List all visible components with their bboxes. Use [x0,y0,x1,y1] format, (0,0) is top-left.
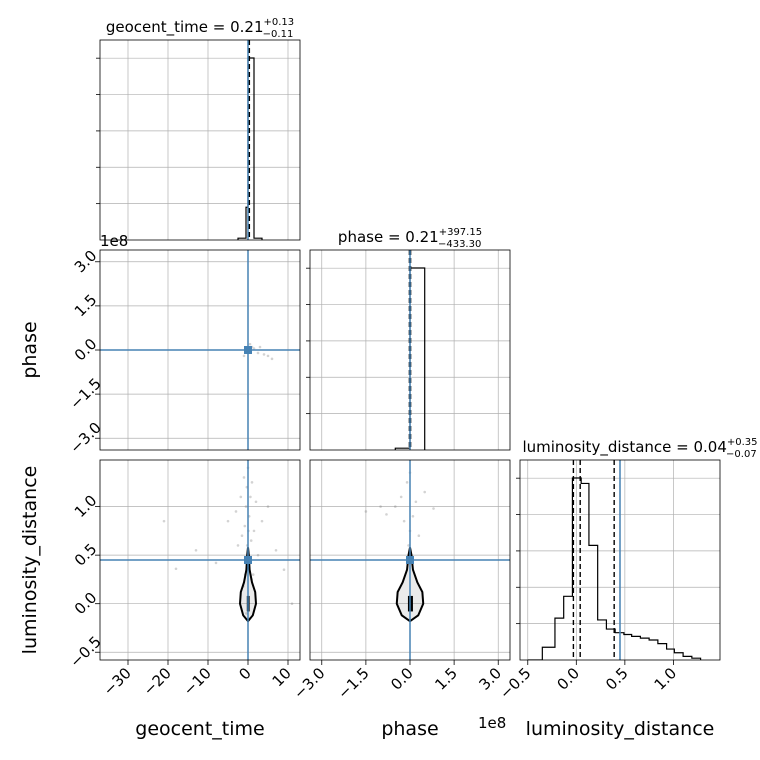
sample-point [423,490,427,494]
x-tick-label: −10 [180,664,215,699]
x-tick-label: 1.5 [431,664,461,694]
title-value: luminosity_distance = 0.04 [522,438,726,457]
x-axis-label-luminosity_distance: luminosity_distance [526,718,715,740]
y-tick-label: 3.0 [71,247,101,277]
sample-point [385,513,388,516]
panel-frame-geocent_time_vs_luminosity_distance [99,459,301,661]
sample-point [414,500,418,504]
sample-point [248,342,252,346]
data-layer [100,40,702,660]
sample-point [251,573,255,576]
x-tick-label: 0 [235,664,254,683]
sample-point [258,345,262,349]
truth-marker [244,556,252,564]
sample-point [252,529,256,533]
panel-title-phase: phase = 0.21+397.15 −433.30 [338,227,482,250]
sample-point [234,510,238,513]
sample-point [411,515,415,518]
sample-point [290,602,294,605]
histogram-luminosity_distance [527,477,702,660]
x-tick-label: 10 [269,664,295,690]
sample-point [432,507,435,510]
panel-frame-geocent_time [99,39,301,241]
sample-point [239,495,243,499]
y-tick-label: 0.5 [71,540,101,570]
x-tick-label: −30 [100,664,135,699]
title-upper-error: +397.15 [439,227,482,238]
sample-point [214,561,218,565]
title-value: phase = 0.21 [338,228,439,246]
truth-marker [406,556,414,564]
sample-point [252,347,256,350]
panel-frame-phase [309,249,511,451]
sample-point [364,510,368,513]
sample-point [405,481,409,484]
title-lower-error: −0.11 [263,29,294,40]
offset-label: 1e8 [100,232,128,250]
sample-point [282,568,286,572]
sample-point [242,476,246,479]
sample-point [256,351,260,355]
sample-point [266,354,270,358]
y-axis-label-phase: phase [19,321,41,378]
sample-point [254,500,258,504]
sample-point [162,519,166,523]
sample-point [266,505,270,508]
sample-point [249,539,253,542]
truth-marker [244,346,252,354]
sample-point [262,353,266,356]
panel-frame-luminosity_distance [519,459,721,661]
sample-point [243,524,247,528]
sample-point [194,548,198,552]
y-axis-label-luminosity_distance: luminosity_distance [19,466,41,655]
sample-point [250,481,254,484]
y-tick-label: 1.5 [71,291,101,321]
sample-point [236,544,240,547]
sample-point [393,505,397,508]
sample-point [407,544,410,547]
x-tick-label: −0.5 [496,664,534,702]
sample-point [245,612,248,615]
sample-point [240,534,244,538]
x-tick-label: 0.0 [387,664,417,694]
y-tick-label: 0.0 [71,589,101,619]
title-value: geocent_time = 0.21 [106,18,264,37]
sample-point [379,505,382,508]
x-tick-label: 0.5 [602,664,632,694]
title-upper-error: +0.35 [727,437,758,448]
x-axis-label-phase: phase [381,718,438,740]
title-lower-error: −0.07 [726,449,757,460]
sample-point [417,534,421,538]
sample-point [270,357,274,361]
sample-point [249,495,252,499]
x-tick-label: −20 [140,664,175,699]
x-tick-label: −3.0 [290,664,328,702]
sample-point [256,553,260,557]
title-lower-error: −433.30 [438,239,481,250]
x-tick-label: −1.5 [334,664,372,702]
y-tick-label: 0.0 [71,335,101,365]
sample-point [242,354,246,358]
x-axis-label-geocent_time: geocent_time [135,718,264,740]
x-tick-label: 0.0 [554,664,584,694]
title-upper-error: +0.13 [264,17,295,28]
panel-title-luminosity_distance: luminosity_distance = 0.04+0.35 −0.07 [522,437,757,460]
panel-title-geocent_time: geocent_time = 0.21+0.13 −0.11 [106,17,294,40]
sample-point [274,548,278,552]
sample-point [244,505,248,508]
sample-point [174,567,178,571]
sample-point [226,519,230,523]
text-layer: geocent_time = 0.21+0.13 −0.11 phase = 0.2… [19,17,758,740]
sample-point [260,519,264,523]
x-tick-label: 1.0 [651,664,681,694]
frame-layer [95,39,721,665]
sample-point [399,495,403,499]
y-tick-label: 1.0 [71,491,101,521]
sample-point [402,519,406,523]
offset-label: 1e8 [478,714,506,732]
